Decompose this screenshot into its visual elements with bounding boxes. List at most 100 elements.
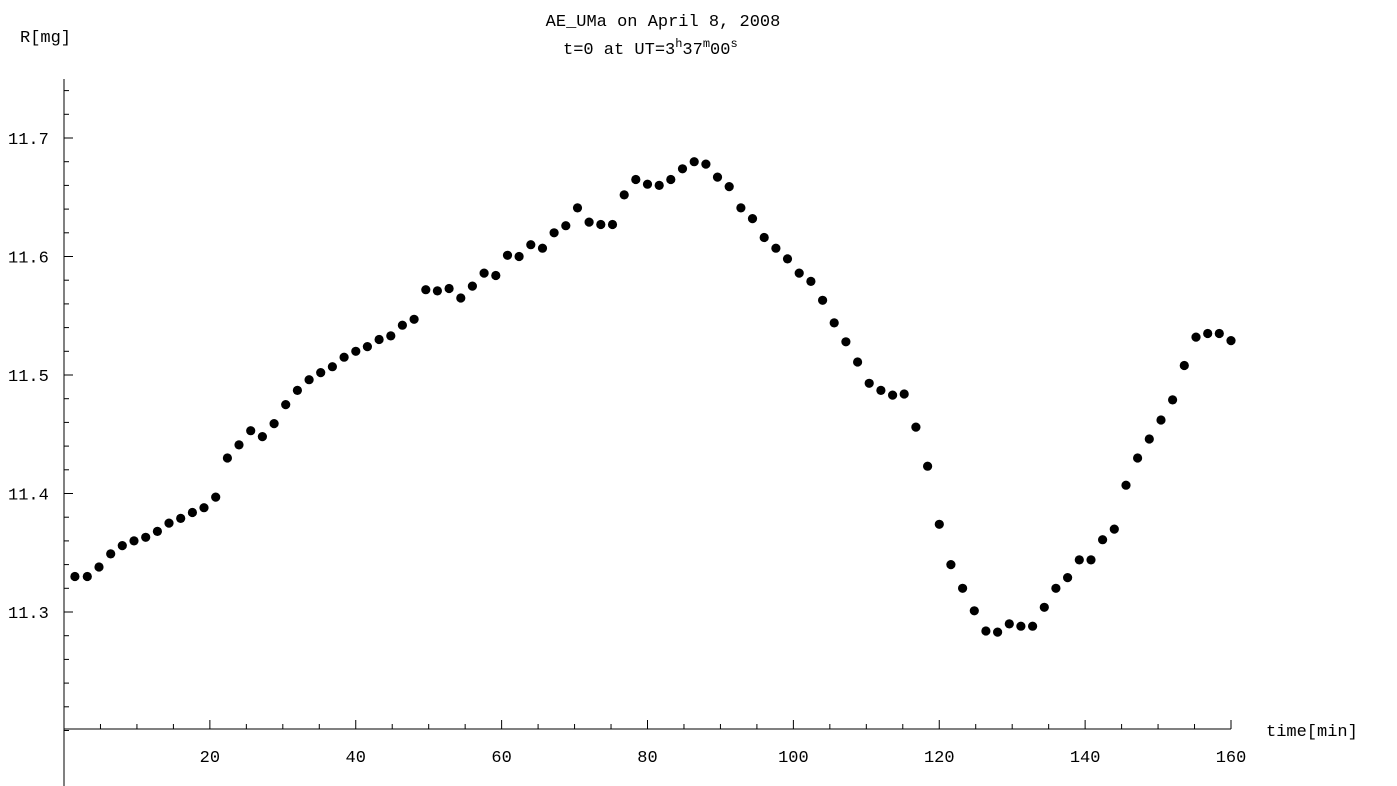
data-point bbox=[1063, 573, 1073, 583]
data-point bbox=[549, 228, 559, 238]
data-point bbox=[269, 419, 279, 429]
data-point bbox=[818, 295, 828, 305]
data-point bbox=[993, 627, 1003, 637]
x-tick-label: 80 bbox=[637, 749, 657, 768]
x-tick-label: 120 bbox=[924, 749, 955, 768]
data-point bbox=[701, 159, 711, 169]
y-tick-label: 11.6 bbox=[8, 250, 49, 269]
data-point bbox=[572, 203, 583, 213]
data-point bbox=[187, 507, 197, 518]
data-point bbox=[479, 268, 489, 278]
data-point bbox=[467, 281, 477, 291]
data-points bbox=[70, 157, 1236, 637]
data-point bbox=[899, 389, 909, 399]
subtitle-hour-sup: h bbox=[675, 37, 682, 51]
data-point bbox=[631, 174, 641, 185]
data-point bbox=[176, 513, 186, 524]
data-point bbox=[211, 492, 221, 502]
data-point bbox=[514, 251, 524, 262]
data-point bbox=[351, 346, 361, 356]
data-point bbox=[771, 243, 781, 253]
data-point bbox=[1226, 336, 1236, 346]
data-point bbox=[888, 390, 898, 400]
data-point bbox=[246, 426, 256, 436]
data-point bbox=[736, 203, 746, 213]
subtitle-min-value: 37 bbox=[682, 41, 702, 60]
data-point bbox=[689, 157, 699, 167]
data-point bbox=[409, 314, 419, 324]
subtitle-min-sup: m bbox=[703, 37, 710, 51]
data-point bbox=[677, 164, 688, 174]
data-point bbox=[152, 526, 162, 537]
data-point bbox=[234, 440, 244, 450]
data-point bbox=[759, 232, 769, 243]
data-point bbox=[654, 180, 664, 190]
data-point bbox=[853, 357, 863, 367]
chart-title: AE_UMa on April 8, 2008 bbox=[546, 13, 781, 32]
x-tick-label: 40 bbox=[346, 749, 366, 768]
data-point bbox=[934, 519, 944, 529]
data-point bbox=[444, 283, 454, 294]
subtitle-sec-value: 00 bbox=[710, 41, 730, 60]
data-point bbox=[1121, 480, 1131, 490]
y-axis-label: R[mg] bbox=[20, 29, 71, 48]
y-tick-label: 11.4 bbox=[8, 487, 49, 506]
x-ticks: 20 40 60 80 100 120 140 160 bbox=[99, 720, 1246, 768]
data-point bbox=[526, 240, 536, 250]
data-point bbox=[1016, 621, 1026, 631]
data-point bbox=[362, 342, 372, 352]
data-point bbox=[619, 190, 629, 200]
data-point bbox=[981, 626, 991, 636]
y-tick-label: 11.3 bbox=[8, 605, 49, 624]
chart-subtitle: t=0 at UT=3h37m00s bbox=[563, 37, 738, 60]
data-point bbox=[94, 562, 104, 572]
data-point bbox=[841, 337, 851, 347]
data-point bbox=[397, 320, 407, 330]
data-point bbox=[304, 375, 314, 385]
data-point bbox=[281, 400, 291, 410]
data-point bbox=[222, 453, 232, 463]
data-point bbox=[141, 532, 151, 542]
data-point bbox=[1004, 619, 1014, 629]
data-point bbox=[292, 385, 302, 395]
data-point bbox=[782, 254, 793, 264]
data-point bbox=[1051, 583, 1061, 593]
y-tick-label: 11.5 bbox=[8, 368, 49, 387]
x-axis-label: time[min] bbox=[1266, 723, 1358, 742]
data-point bbox=[456, 293, 466, 303]
data-point bbox=[1168, 395, 1178, 405]
data-point bbox=[82, 571, 92, 582]
data-point bbox=[339, 352, 349, 362]
data-point bbox=[432, 286, 442, 296]
data-point bbox=[911, 422, 921, 432]
data-point bbox=[70, 571, 80, 582]
data-point bbox=[806, 276, 816, 286]
data-point bbox=[1133, 453, 1143, 463]
data-point bbox=[946, 560, 956, 570]
data-point bbox=[829, 318, 839, 328]
data-point bbox=[106, 549, 116, 559]
data-point bbox=[316, 368, 326, 378]
data-point bbox=[607, 219, 618, 230]
data-point bbox=[747, 214, 758, 224]
data-point bbox=[117, 541, 127, 551]
data-point bbox=[1109, 524, 1119, 534]
data-point bbox=[712, 172, 723, 182]
data-point bbox=[794, 268, 804, 278]
data-point bbox=[1214, 328, 1224, 339]
x-tick-label: 140 bbox=[1070, 749, 1101, 768]
data-point bbox=[374, 334, 384, 345]
data-point bbox=[584, 217, 594, 227]
data-point bbox=[386, 331, 396, 341]
data-point bbox=[864, 378, 874, 388]
data-point bbox=[1191, 332, 1201, 342]
data-point bbox=[257, 432, 267, 442]
data-point bbox=[327, 362, 337, 372]
data-point bbox=[969, 606, 979, 616]
data-point bbox=[666, 174, 676, 185]
data-point bbox=[1039, 602, 1049, 612]
subtitle-prefix: t=0 at UT=3 bbox=[563, 41, 675, 60]
data-point bbox=[421, 285, 431, 295]
data-point bbox=[1179, 360, 1189, 371]
